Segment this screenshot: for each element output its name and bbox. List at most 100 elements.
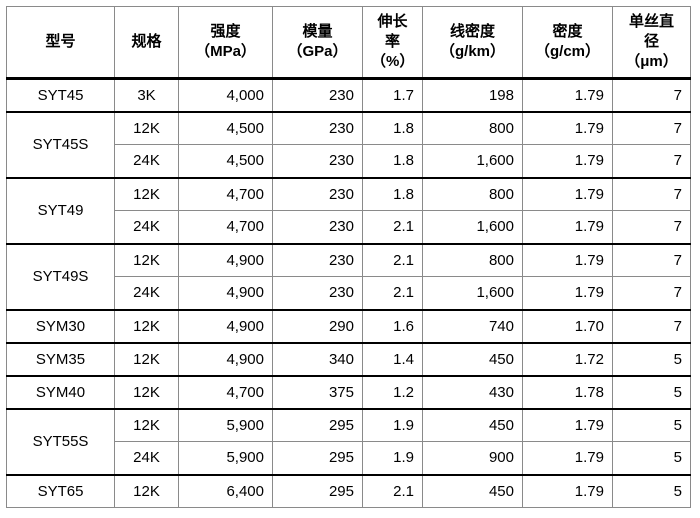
cell-density: 1.79 <box>522 144 613 178</box>
cell-spec: 24K <box>114 276 179 310</box>
cell-elongation: 1.6 <box>362 308 423 343</box>
cell-modulus: 295 <box>272 473 363 508</box>
cell-filament-diameter: 7 <box>612 242 691 277</box>
header-spec: 规格 <box>114 6 179 80</box>
table-header-row: 型号 规格 强度 （MPa） 模量 （GPa） 伸长率（%） 线密度 （g/km） 密… <box>6 6 691 80</box>
table-row: SYT55S 12K 5,900 295 1.9 450 1.79 5 <box>6 407 691 475</box>
cell-strength: 4,900 <box>178 242 273 277</box>
header-modulus: 模量 （GPa） <box>272 6 363 80</box>
cell-density: 1.78 <box>522 374 613 409</box>
cell-filament-diameter: 5 <box>612 473 691 508</box>
cell-filament-diameter: 7 <box>612 176 691 211</box>
table-row: SYT49 12K 4,700 230 1.8 800 1.79 7 <box>6 176 691 244</box>
cell-linear-density: 1,600 <box>422 210 523 244</box>
cell-filament-diameter: 7 <box>612 308 691 343</box>
cell-model: SYM40 <box>6 374 115 409</box>
cell-modulus: 230 <box>272 144 363 178</box>
cell-filament-diameter: 5 <box>612 407 691 442</box>
cell-density: 1.79 <box>522 210 613 244</box>
cell-linear-density: 450 <box>422 473 523 508</box>
cell-strength: 4,000 <box>178 78 273 112</box>
cell-strength: 4,900 <box>178 308 273 343</box>
cell-model: SYT65 <box>6 473 115 508</box>
cell-linear-density: 198 <box>422 78 523 112</box>
cell-linear-density: 800 <box>422 110 523 145</box>
cell-linear-density: 800 <box>422 242 523 277</box>
cell-elongation: 1.8 <box>362 110 423 145</box>
cell-strength: 4,500 <box>178 110 273 145</box>
cell-strength: 4,900 <box>178 276 273 310</box>
header-strength: 强度 （MPa） <box>178 6 273 80</box>
cell-model: SYT45S <box>6 110 115 178</box>
cell-spec: 12K <box>114 110 179 145</box>
cell-density: 1.79 <box>522 110 613 145</box>
table-row: SYM35 12K 4,900 340 1.4 450 1.72 5 <box>6 341 691 376</box>
cell-modulus: 230 <box>272 242 363 277</box>
table-row: 24K 4,500 230 1.8 1,600 1.79 7 <box>7 144 691 178</box>
cell-strength: 4,700 <box>178 374 273 409</box>
cell-elongation: 2.1 <box>362 242 423 277</box>
cell-elongation: 1.9 <box>362 407 423 442</box>
cell-modulus: 295 <box>272 441 363 475</box>
cell-spec: 12K <box>114 308 179 343</box>
cell-linear-density: 1,600 <box>422 276 523 310</box>
cell-filament-diameter: 7 <box>612 78 691 112</box>
cell-elongation: 1.7 <box>362 78 423 112</box>
cell-linear-density: 740 <box>422 308 523 343</box>
cell-spec: 24K <box>114 210 179 244</box>
cell-spec: 24K <box>114 441 179 475</box>
cell-strength: 5,900 <box>178 407 273 442</box>
cell-density: 1.79 <box>522 176 613 211</box>
table-row: 24K 5,900 295 1.9 900 1.79 5 <box>7 441 691 475</box>
cell-strength: 6,400 <box>178 473 273 508</box>
table-row: SYT49S 12K 4,900 230 2.1 800 1.79 7 <box>6 242 691 310</box>
table-row: 24K 4,700 230 2.1 1,600 1.79 7 <box>7 210 691 244</box>
cell-density: 1.79 <box>522 78 613 112</box>
cell-elongation: 2.1 <box>362 210 423 244</box>
cell-filament-diameter: 5 <box>612 441 691 475</box>
cell-density: 1.70 <box>522 308 613 343</box>
cell-density: 1.79 <box>522 441 613 475</box>
cell-modulus: 375 <box>272 374 363 409</box>
cell-linear-density: 430 <box>422 374 523 409</box>
cell-linear-density: 450 <box>422 341 523 376</box>
cell-strength: 5,900 <box>178 441 273 475</box>
cell-filament-diameter: 7 <box>612 210 691 244</box>
cell-modulus: 230 <box>272 176 363 211</box>
cell-modulus: 230 <box>272 210 363 244</box>
table-body: SYT45 3K 4,000 230 1.7 198 1.79 7 SYT45S 12K 4,500… <box>6 78 691 508</box>
cell-modulus: 230 <box>272 78 363 112</box>
cell-density: 1.79 <box>522 473 613 508</box>
cell-linear-density: 1,600 <box>422 144 523 178</box>
cell-strength: 4,500 <box>178 144 273 178</box>
cell-elongation: 1.8 <box>362 176 423 211</box>
cell-model: SYM30 <box>6 308 115 343</box>
cell-modulus: 340 <box>272 341 363 376</box>
cell-spec: 12K <box>114 242 179 277</box>
cell-elongation: 1.9 <box>362 441 423 475</box>
cell-model: SYT45 <box>6 78 115 112</box>
cell-density: 1.79 <box>522 407 613 442</box>
cell-spec: 3K <box>114 78 179 112</box>
cell-spec: 12K <box>114 473 179 508</box>
table-row: 24K 4,900 230 2.1 1,600 1.79 7 <box>7 276 691 310</box>
cell-linear-density: 800 <box>422 176 523 211</box>
cell-linear-density: 450 <box>422 407 523 442</box>
cell-spec: 24K <box>114 144 179 178</box>
cell-density: 1.79 <box>522 242 613 277</box>
cell-filament-diameter: 7 <box>612 276 691 310</box>
cell-linear-density: 900 <box>422 441 523 475</box>
cell-elongation: 1.2 <box>362 374 423 409</box>
cell-model: SYT49S <box>6 242 115 310</box>
table-row: SYT45S 12K 4,500 230 1.8 800 1.79 7 <box>6 110 691 178</box>
cell-density: 1.72 <box>522 341 613 376</box>
table-row: SYM30 12K 4,900 290 1.6 740 1.70 7 <box>6 308 691 343</box>
cell-strength: 4,700 <box>178 176 273 211</box>
carbon-fiber-spec-table: 型号 规格 强度 （MPa） 模量 （GPa） 伸长率（%） 线密度 （g/km） 密… <box>6 6 691 508</box>
table-row: SYT65 12K 6,400 295 2.1 450 1.79 5 <box>6 473 691 508</box>
cell-model: SYM35 <box>6 341 115 376</box>
cell-modulus: 230 <box>272 110 363 145</box>
header-density: 密度 （g/cm） <box>522 6 613 80</box>
cell-modulus: 290 <box>272 308 363 343</box>
